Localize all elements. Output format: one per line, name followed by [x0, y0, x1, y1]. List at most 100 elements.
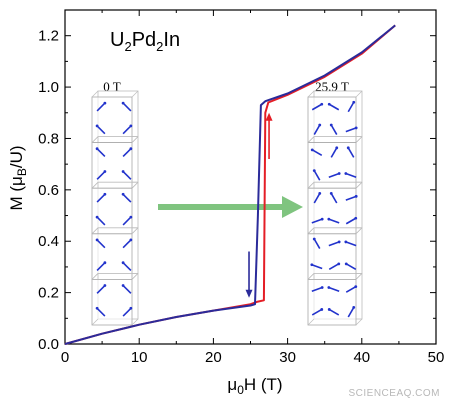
- spin-arrow: [96, 284, 106, 294]
- spin-arrow: [311, 218, 323, 224]
- spin-arrow-head: [121, 261, 125, 265]
- spin-arrow-head: [318, 192, 322, 195]
- spin-arrow: [311, 263, 323, 270]
- y-tick-label: 0.4: [38, 233, 59, 250]
- unit-cell-edge: [307, 273, 315, 280]
- unit-cell: [307, 142, 357, 189]
- unit-cell-edge: [91, 90, 99, 98]
- y-tick-label: 0.8: [38, 130, 59, 147]
- spin-arrow: [96, 125, 106, 135]
- spin-arrow: [328, 241, 340, 247]
- spin-arrow: [122, 125, 132, 135]
- spin-arrow: [328, 172, 340, 179]
- spin-arrow: [122, 148, 132, 158]
- spin-arrow-head: [310, 263, 314, 267]
- y-tick-label: 1.0: [38, 79, 59, 96]
- spin-arrow: [330, 193, 338, 204]
- spin-arrow: [122, 307, 132, 317]
- spin-arrow-head: [354, 126, 358, 130]
- spin-arrow-head: [327, 308, 331, 311]
- x-tick-label: 30: [279, 349, 296, 366]
- spin-arrow-head: [352, 306, 356, 309]
- spin-arrow: [330, 124, 338, 135]
- unit-cell: [91, 187, 133, 235]
- x-axis-title: μ0H (T): [227, 375, 282, 397]
- spin-arrow-head: [103, 101, 107, 105]
- y-tick-label: 0.2: [38, 285, 59, 302]
- spin-arrow: [96, 216, 106, 226]
- unit-cell-edge: [355, 181, 363, 189]
- spin-arrow-head: [121, 170, 125, 173]
- spin-arrow: [311, 286, 323, 293]
- spin-arrow-head: [95, 238, 99, 242]
- inset-field-label: 0 T: [103, 79, 121, 94]
- unit-cell-edge: [355, 90, 363, 98]
- spin-arrow-head: [320, 286, 324, 289]
- spin-arrow: [347, 101, 355, 113]
- spin-arrow: [328, 218, 340, 224]
- unit-cell-edge: [91, 273, 99, 280]
- unit-cell-edge: [91, 227, 99, 235]
- unit-cell-edge: [131, 181, 139, 189]
- spin-arrow-head: [320, 102, 324, 106]
- y-tick-label: 0.6: [38, 182, 59, 199]
- spin-arrow: [122, 239, 132, 249]
- spin-arrow: [96, 193, 106, 203]
- spin-arrow: [311, 149, 323, 157]
- spin-arrow: [345, 241, 357, 247]
- spin-arrow-head: [121, 284, 125, 287]
- x-tick-label: 10: [131, 349, 148, 366]
- spin-arrow-head: [103, 284, 107, 287]
- axis-ticks: [64, 10, 437, 345]
- spin-arrow-head: [310, 148, 314, 152]
- spin-arrow: [328, 308, 340, 316]
- spin-arrow-head: [337, 172, 341, 175]
- spin-arrow-head: [312, 237, 316, 241]
- x-tick-label: 40: [353, 349, 370, 366]
- y-tick-label: 0.0: [38, 336, 59, 353]
- spin-arrow-head: [354, 194, 358, 198]
- spin-arrow: [347, 307, 355, 318]
- spin-arrow-head: [352, 100, 356, 104]
- spin-structure-insets: 0 T 25.9 T: [91, 79, 363, 326]
- transition-arrow: [158, 196, 303, 218]
- spin-arrow: [122, 170, 132, 180]
- sweep-direction-arrows: [245, 112, 273, 298]
- y-axis-title: M (μB/U): [7, 145, 29, 210]
- spin-arrow-head: [354, 216, 358, 220]
- axis-tick-labels: 0 10 20 30 40 50 0.0 0.2 0.4 0.6 0.8 1.0 1.2: [38, 28, 444, 366]
- spin-arrow: [345, 217, 357, 225]
- spin-arrow-head: [344, 240, 348, 244]
- spin-arrow: [122, 216, 132, 226]
- spin-arrow-head: [329, 192, 333, 195]
- magnetization-curves: [64, 24, 396, 345]
- unit-cell-edge: [91, 136, 99, 143]
- spin-arrow-head: [354, 285, 358, 289]
- unit-cell: [91, 278, 133, 326]
- spin-arrow-head: [129, 215, 133, 219]
- x-tick-label: 50: [428, 349, 445, 366]
- spin-arrow-head: [95, 306, 99, 310]
- spin-arrow-head: [337, 240, 341, 244]
- spin-arrow-head: [318, 123, 322, 127]
- spin-arrow: [311, 103, 323, 111]
- spin-arrow-head: [337, 262, 341, 266]
- unit-cell-edge: [131, 273, 139, 280]
- unit-cell-edge: [355, 273, 363, 280]
- spin-arrow-head: [320, 217, 324, 221]
- inset-field-label: 25.9 T: [315, 79, 349, 94]
- spin-arrow: [328, 103, 340, 111]
- spin-arrow-head: [346, 146, 350, 150]
- spin-arrow-head: [121, 192, 125, 196]
- spin-arrow-head: [129, 147, 133, 151]
- spin-arrow: [122, 262, 132, 272]
- unit-cell-edge: [131, 318, 139, 326]
- unit-cell: [307, 278, 357, 326]
- sweep-arrow-head: [245, 289, 253, 298]
- spin-arrow: [122, 284, 132, 294]
- spin-arrow: [96, 239, 106, 249]
- spin-arrow-head: [129, 238, 133, 242]
- spin-arrow-head: [344, 262, 348, 266]
- y-tick-label: 1.2: [38, 28, 59, 45]
